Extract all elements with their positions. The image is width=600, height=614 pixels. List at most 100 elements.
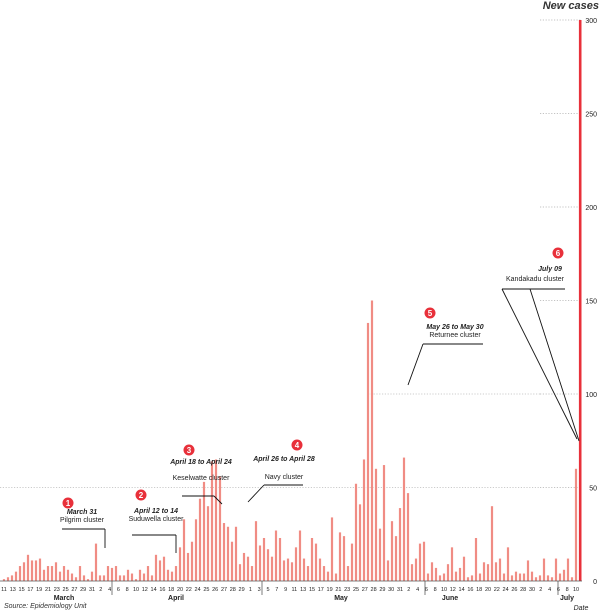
bar <box>234 526 238 581</box>
annotation-label: Pilgrim cluster <box>60 517 105 524</box>
bar <box>558 573 562 581</box>
x-tick-label: 22 <box>186 587 192 593</box>
bar <box>154 554 158 581</box>
bar <box>254 521 258 581</box>
bar <box>542 558 546 581</box>
x-tick-label: 27 <box>71 587 77 593</box>
x-tick-label: 20 <box>485 587 491 593</box>
bar <box>294 547 298 581</box>
annotation-date: July 09 <box>538 266 562 273</box>
bar <box>166 569 170 581</box>
x-tick-label: 15 <box>19 587 25 593</box>
bar <box>450 547 454 581</box>
bar <box>410 564 414 581</box>
annotation-badge <box>424 307 436 319</box>
x-tick-label: 22 <box>494 587 500 593</box>
bar <box>518 573 522 581</box>
bar <box>242 552 246 581</box>
x-tick-label: 28 <box>371 587 377 593</box>
bar <box>250 566 254 581</box>
x-tick-label: 28 <box>520 587 526 593</box>
x-tick-label: 30 <box>529 587 535 593</box>
bar <box>562 569 566 581</box>
x-tick-label: 10 <box>133 587 139 593</box>
x-tick-label: 14 <box>459 587 465 593</box>
bar <box>218 476 222 581</box>
x-tick-label: 23 <box>344 587 350 593</box>
bar <box>102 575 106 581</box>
x-tick-label: 6 <box>557 587 560 593</box>
x-tick-label: 28 <box>230 587 236 593</box>
bar <box>418 543 422 581</box>
annotation-pointer <box>529 288 580 442</box>
month-label: July <box>560 595 574 602</box>
x-tick-label: 15 <box>309 587 315 593</box>
x-axis-label: Date <box>574 605 589 612</box>
x-tick-label: 19 <box>36 587 42 593</box>
x-tick-label: 8 <box>434 587 437 593</box>
bar <box>422 541 426 581</box>
x-tick-label: 10 <box>573 587 579 593</box>
bar <box>178 547 182 581</box>
x-tick-label: 13 <box>300 587 306 593</box>
bar <box>358 504 362 581</box>
bar <box>318 558 322 581</box>
bar <box>246 556 250 581</box>
bar <box>522 573 526 581</box>
bar <box>330 517 334 581</box>
bar <box>190 541 194 581</box>
annotation-date: April 26 to April 28 <box>252 456 315 463</box>
bar <box>370 300 374 581</box>
bar <box>206 506 210 581</box>
bar <box>478 573 482 581</box>
x-tick-label: 21 <box>45 587 51 593</box>
y-tick-label: 50 <box>589 486 597 493</box>
x-tick-label: 29 <box>239 587 245 593</box>
bar <box>122 575 126 581</box>
x-tick-label: 27 <box>221 587 227 593</box>
bar <box>446 564 450 581</box>
x-tick-label: 2 <box>407 587 410 593</box>
x-tick-label: 3 <box>258 587 261 593</box>
annotation-label: Kandakadu cluster <box>506 276 565 283</box>
bar <box>534 577 538 581</box>
x-tick-label: 11 <box>1 587 7 593</box>
bar <box>38 558 42 581</box>
x-tick-label: 1 <box>249 587 252 593</box>
bar <box>86 579 90 581</box>
bar <box>282 560 286 581</box>
x-tick-label: 31 <box>397 587 403 593</box>
bar <box>162 556 166 581</box>
month-label: May <box>334 595 348 602</box>
bar <box>426 573 430 581</box>
x-tick-label: 24 <box>195 587 201 593</box>
bar <box>62 566 66 581</box>
x-tick-label: 6 <box>117 587 120 593</box>
bar <box>378 528 382 581</box>
bar <box>134 579 138 581</box>
x-tick-label: 20 <box>177 587 183 593</box>
annotation-date: April 18 to April 24 <box>169 459 232 466</box>
y-tick-label: 150 <box>585 299 597 306</box>
annotation-pointer <box>213 495 223 505</box>
bar <box>314 543 318 581</box>
annotation-badge <box>183 444 195 456</box>
bar <box>454 571 458 581</box>
x-tick-label: 29 <box>379 587 385 593</box>
bar <box>226 526 230 581</box>
bar <box>306 566 310 581</box>
x-tick-label: 16 <box>467 587 473 593</box>
x-tick-label: 12 <box>450 587 456 593</box>
x-tick-label: 12 <box>142 587 148 593</box>
annotation-label: Returnee cluster <box>429 332 481 339</box>
bar <box>506 547 510 581</box>
bar <box>214 459 218 581</box>
bar <box>286 558 290 581</box>
x-tick-label: 4 <box>108 587 111 593</box>
x-tick-label: 2 <box>539 587 542 593</box>
x-tick-label: 8 <box>126 587 129 593</box>
bar <box>2 579 6 581</box>
bar <box>530 571 534 581</box>
bar <box>222 523 226 581</box>
bar <box>274 530 278 581</box>
